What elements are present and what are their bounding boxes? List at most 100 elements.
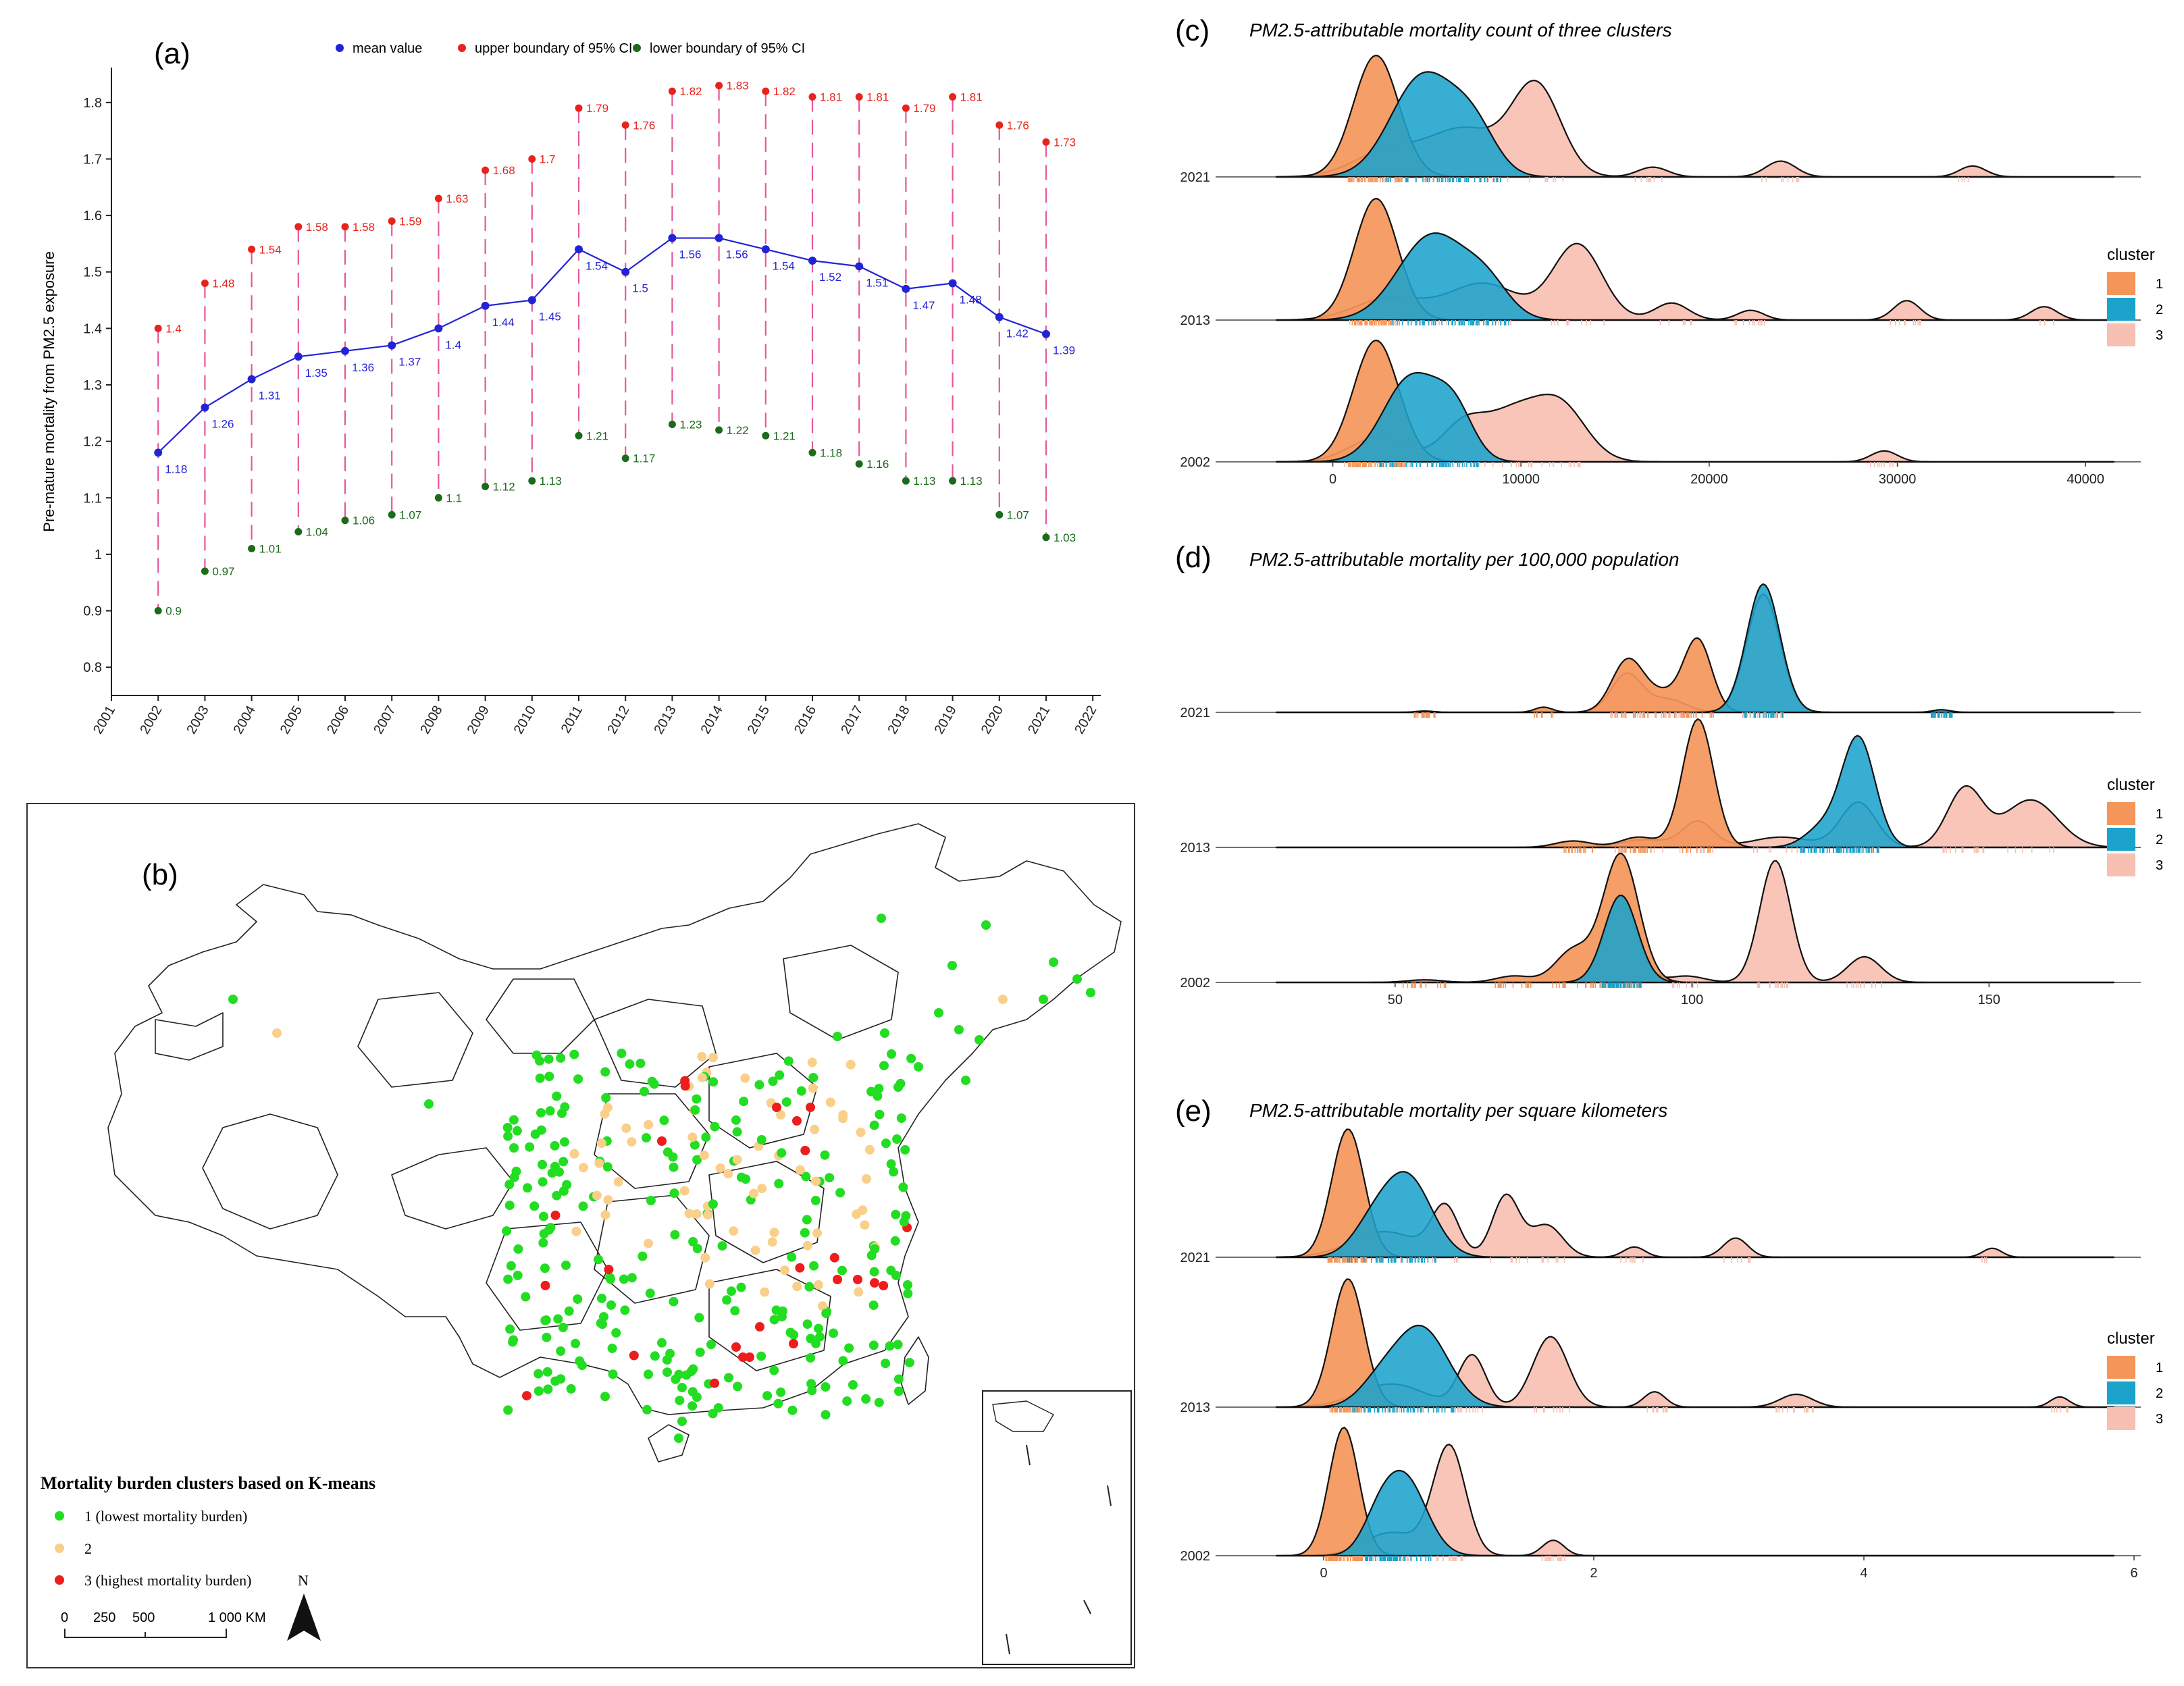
city-dot xyxy=(538,1177,548,1187)
city-dot xyxy=(560,1102,570,1112)
city-dot xyxy=(594,1158,604,1168)
x-tick-label: 2004 xyxy=(231,704,259,737)
city-dot xyxy=(740,1073,750,1083)
panel-b-label: (b) xyxy=(142,858,178,891)
upper-value-label: 1.54 xyxy=(259,243,282,256)
city-dot xyxy=(736,1282,746,1292)
city-dot xyxy=(629,1350,639,1361)
city-dot xyxy=(558,1157,569,1167)
legend-swatch-1 xyxy=(2107,802,2135,825)
panel-a-lower-series: 0.9 0.97 1.01 1.04 1.06 1.07 1.1 1.12 1.13 1.21 1.… xyxy=(154,419,1076,618)
x-tick-label: 50 xyxy=(1388,993,1403,1007)
city-dot xyxy=(573,1074,583,1084)
lower-value-label: 1.01 xyxy=(259,543,282,556)
lower-point xyxy=(855,460,863,468)
city-dot xyxy=(755,1322,764,1332)
panel-a-line-chart: (a) mean value upper boundary of 95% CI … xyxy=(41,37,1101,737)
city-dot xyxy=(550,1140,560,1151)
city-dot xyxy=(540,1263,550,1273)
city-dot xyxy=(717,1241,727,1251)
city-dot xyxy=(974,1035,984,1045)
map-legend: Mortality burden clusters based on K-mea… xyxy=(41,1473,375,1589)
legend-lower-marker xyxy=(633,44,641,52)
panel-label: (d) xyxy=(1175,541,1212,574)
legend-upper-marker xyxy=(458,44,466,52)
lower-value-label: 1.18 xyxy=(820,446,842,459)
city-dot xyxy=(708,1053,718,1063)
upper-point xyxy=(1042,138,1050,146)
city-dot xyxy=(898,1182,908,1192)
x-tick-label: 100 xyxy=(1681,993,1703,1007)
panel-title: PM2.5-attributable mortality per square … xyxy=(1249,1100,1667,1121)
city-dot xyxy=(756,1351,766,1361)
city-dot xyxy=(697,1052,707,1061)
upper-value-label: 1.81 xyxy=(820,90,842,103)
city-dot xyxy=(552,1091,562,1101)
city-dot xyxy=(868,1340,879,1350)
city-dot xyxy=(607,1343,617,1353)
city-dot xyxy=(523,1183,532,1193)
city-dot xyxy=(732,1127,742,1137)
city-dot xyxy=(657,1338,667,1348)
x-tick-label: 0 xyxy=(1320,1566,1327,1581)
city-dot xyxy=(538,1211,548,1221)
panel-title: PM2.5-attributable mortality per 100,000… xyxy=(1249,549,1680,570)
x-tick-label: 2 xyxy=(1590,1566,1597,1581)
y-tick-label: 1.5 xyxy=(83,265,102,280)
city-dot xyxy=(899,1217,909,1227)
city-dot xyxy=(679,1186,690,1196)
city-dot xyxy=(825,1173,835,1183)
city-dot xyxy=(553,1314,563,1324)
city-dot xyxy=(806,1379,816,1389)
city-dot xyxy=(903,1280,912,1290)
city-dot xyxy=(690,1105,700,1115)
mean-point xyxy=(247,375,256,384)
city-dot xyxy=(837,1265,847,1275)
scale-label-500: 500 xyxy=(132,1610,155,1625)
city-dot xyxy=(886,1159,896,1169)
y-tick-label: 1.6 xyxy=(83,209,102,223)
mean-point xyxy=(1042,330,1050,338)
city-dot xyxy=(802,1215,812,1225)
x-tick-label: 2018 xyxy=(885,704,912,737)
city-dot xyxy=(535,1073,545,1083)
city-dot xyxy=(814,1323,823,1334)
panel-a-ci-lines xyxy=(157,85,1047,611)
upper-value-label: 1.59 xyxy=(399,215,421,228)
city-dot xyxy=(736,1172,746,1182)
mean-value-label: 1.26 xyxy=(211,417,234,430)
city-dot xyxy=(881,1138,891,1149)
mean-value-label: 1.44 xyxy=(492,316,515,329)
x-tick-label: 2005 xyxy=(278,704,305,737)
city-dot xyxy=(529,1201,540,1211)
city-dot xyxy=(545,1106,555,1116)
lower-point xyxy=(575,431,583,440)
mean-value-label: 1.51 xyxy=(866,276,888,289)
legend-label-2: 2 xyxy=(2156,833,2163,847)
x-tick-label: 2016 xyxy=(791,704,819,737)
city-dot xyxy=(571,1226,581,1236)
mean-point xyxy=(434,324,443,333)
upper-point xyxy=(902,104,910,112)
x-tick-label: 40000 xyxy=(2066,472,2104,486)
upper-value-label: 1.76 xyxy=(1007,119,1029,132)
city-dot xyxy=(756,1135,766,1144)
city-dot xyxy=(787,1252,797,1262)
city-dot xyxy=(783,1056,794,1066)
legend-label-2: 2 xyxy=(2156,1386,2163,1401)
city-dot xyxy=(792,1282,802,1292)
city-dot xyxy=(806,1353,816,1363)
city-dot xyxy=(792,1116,802,1126)
lower-value-label: 1.21 xyxy=(773,429,796,442)
city-dot xyxy=(708,1199,718,1209)
upper-point xyxy=(621,121,629,129)
city-dot xyxy=(858,1205,868,1215)
city-dot xyxy=(954,1025,964,1034)
city-dot xyxy=(603,1195,613,1205)
mean-point xyxy=(808,257,816,265)
city-dot xyxy=(777,1312,787,1322)
city-dot xyxy=(692,1155,702,1165)
lower-point xyxy=(201,567,209,575)
city-dot xyxy=(961,1076,970,1085)
panel-a-axes: 0.8 0.9 1 1.1 1.2 1.3 1.4 1.5 1.6 1.7 1.8 2001 2002 2… xyxy=(83,68,1101,737)
